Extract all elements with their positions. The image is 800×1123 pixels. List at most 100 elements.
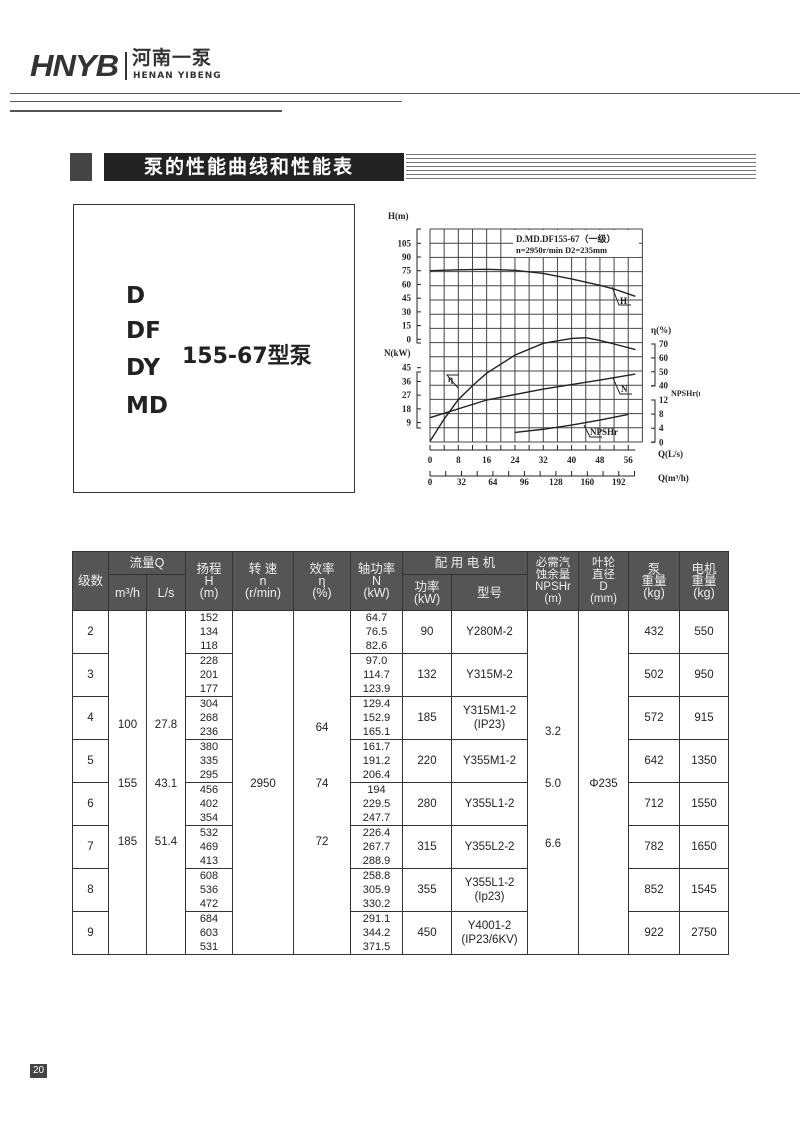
motor-weight-cell: 1550 bbox=[679, 782, 729, 826]
eta-tick-label: 60 bbox=[659, 353, 669, 363]
q-m3h-label: 192 bbox=[612, 477, 626, 487]
header-impeller: 叶轮 直径 D (mm) bbox=[578, 551, 629, 611]
head-cell: 380 335 295 bbox=[185, 739, 233, 783]
shaft-power-cell: 97.0 114.7 123.9 bbox=[350, 653, 403, 697]
n-curve-label-leader bbox=[612, 377, 632, 395]
head-cell: 684 603 531 bbox=[185, 911, 233, 955]
pump-weight-cell: 502 bbox=[628, 653, 680, 697]
header-efficiency: 效率 η (%) bbox=[293, 551, 351, 611]
npshr-curve bbox=[514, 413, 629, 434]
head-cell: 608 536 472 bbox=[185, 868, 233, 912]
header-rule-3 bbox=[10, 110, 282, 112]
h-tick-label: 15 bbox=[402, 321, 412, 331]
motor-kw-cell: 450 bbox=[402, 911, 452, 955]
speed-cell: 2950 bbox=[232, 610, 294, 955]
pump-weight-cell: 922 bbox=[628, 911, 680, 955]
efficiency-curve bbox=[429, 337, 636, 442]
head-cell: 456 402 354 bbox=[185, 782, 233, 826]
model-type: DY bbox=[126, 355, 161, 381]
model-type: MD bbox=[126, 393, 168, 419]
header-motor: 配 用 电 机 bbox=[402, 551, 528, 575]
n-tick-label: 9 bbox=[407, 418, 412, 428]
npshr-tick-label: 8 bbox=[659, 409, 664, 419]
motor-model-cell: Y355L1-2 bbox=[451, 782, 528, 826]
header-npshr: 必需汽 蚀余量 NPSHr (m) bbox=[527, 551, 579, 611]
impeller-cell-value: Φ235 bbox=[589, 778, 618, 790]
flow-ls-cell: 27.8 43.1 51.4 bbox=[146, 610, 186, 955]
q-ls-label: 32 bbox=[539, 455, 549, 465]
logo-pinyin: HENAN YIBENG bbox=[133, 71, 222, 81]
q-ls-label: 8 bbox=[456, 455, 461, 465]
section-decoration-lines bbox=[406, 154, 756, 180]
motor-kw-cell: 185 bbox=[402, 696, 452, 740]
n-curve-label: N bbox=[621, 384, 628, 394]
header-flow-ls: L/s bbox=[146, 574, 186, 611]
shaft-power-cell: 194 229.5 247.7 bbox=[350, 782, 403, 826]
pump-weight-cell: 642 bbox=[628, 739, 680, 783]
motor-weight-cell: 2750 bbox=[679, 911, 729, 955]
section-title: 泵的性能曲线和性能表 bbox=[104, 153, 404, 181]
q-m3h-label: 32 bbox=[457, 477, 467, 487]
q-ls-label: 24 bbox=[510, 455, 520, 465]
table-row: 6 456 402 354 194 229.5 247.7 280 Y355L1-2 71… bbox=[72, 782, 729, 826]
header-speed: 转 速 n (r/min) bbox=[232, 551, 294, 611]
q-m3h-label: 128 bbox=[549, 477, 563, 487]
stage-cell: 2 bbox=[72, 610, 109, 654]
shaft-power-cell: 161.7 191.2 206.4 bbox=[350, 739, 403, 783]
flow-m3h-cell-value: 100 bbox=[117, 719, 138, 731]
efficiency-cell-value: 64 bbox=[315, 722, 329, 734]
flow-ls-cell-value: 43.1 bbox=[154, 778, 178, 790]
logo-divider bbox=[125, 52, 127, 80]
flow-ls-cell-value: 27.8 bbox=[154, 719, 178, 731]
motor-kw-cell: 90 bbox=[402, 610, 452, 654]
chart-curves: H Nη NPSHr bbox=[429, 268, 636, 442]
h-curve bbox=[429, 268, 636, 297]
chart-subtitle: n=2950r/min D2=235mm bbox=[516, 245, 607, 255]
eta-tick-label: 70 bbox=[659, 339, 669, 349]
table-row: 4 304 268 236 129.4 152.9 165.1 185 Y315M1-2… bbox=[72, 696, 729, 740]
table-row: 9 684 603 531 291.1 344.2 371.5 450 Y4001-2 … bbox=[72, 911, 729, 955]
table-row: 8 608 536 472 258.8 305.9 330.2 355 Y355L1-2… bbox=[72, 868, 729, 912]
n-tick-label: 27 bbox=[402, 390, 412, 400]
header-flow: 流量Q bbox=[108, 551, 186, 575]
h-tick-label: 90 bbox=[402, 252, 412, 262]
motor-kw-cell: 315 bbox=[402, 825, 452, 869]
motor-weight-cell: 550 bbox=[679, 610, 729, 654]
h-curve-label-leader bbox=[611, 286, 631, 306]
stage-cell: 4 bbox=[72, 696, 109, 740]
n-tick-label: 36 bbox=[402, 376, 412, 386]
q-m3h-label: 64 bbox=[488, 477, 498, 487]
model-name: 155-67型泵 bbox=[182, 344, 312, 369]
pump-weight-cell: 782 bbox=[628, 825, 680, 869]
stage-cell: 5 bbox=[72, 739, 109, 783]
motor-model-cell: Y355L1-2 (Ip23) bbox=[451, 868, 528, 912]
flow-m3h-cell-value: 155 bbox=[117, 778, 138, 790]
table-row: 2 100 155 185 27.8 43.1 51.4 152 134 118 2950 64 7… bbox=[72, 610, 729, 955]
stage-cell: 7 bbox=[72, 825, 109, 869]
npshr-cell-value: 3.2 bbox=[545, 726, 561, 738]
motor-kw-cell: 132 bbox=[402, 653, 452, 697]
q-ls-label: 0 bbox=[428, 455, 433, 465]
table-row: 7 532 469 413 226.4 267.7 288.9 315 Y355L2-2… bbox=[72, 825, 729, 869]
power-curve bbox=[429, 373, 636, 419]
performance-table: 级数 流量Q 扬程 H (m) 转 速 n (r/min) 效率 η (%) 轴… bbox=[72, 551, 729, 955]
chart-title: D.MD.DF155-67（一级） bbox=[516, 233, 616, 244]
header-flow-m3h: m³/h bbox=[108, 574, 147, 611]
pump-weight-cell: 852 bbox=[628, 868, 680, 912]
header-stage: 级数 bbox=[72, 551, 109, 611]
header-motor-model: 型号 bbox=[451, 574, 528, 611]
header-pump-weight: 泵 重量 (kg) bbox=[628, 551, 680, 611]
head-cell: 152 134 118 bbox=[185, 610, 233, 654]
npshr-axis-label: NPSHr(m) bbox=[671, 389, 700, 398]
motor-weight-cell: 1650 bbox=[679, 825, 729, 869]
q-m3h-label: 160 bbox=[581, 477, 595, 487]
npshr-cell-value: 5.0 bbox=[545, 778, 561, 790]
pump-weight-cell: 572 bbox=[628, 696, 680, 740]
eta-axis bbox=[651, 343, 656, 387]
header-head: 扬程 H (m) bbox=[185, 551, 233, 611]
npshr-tick-label: 12 bbox=[659, 395, 669, 405]
logo-chinese: 河南一泵 bbox=[132, 47, 213, 69]
q-m3h-axis-label: Q(m³/h) bbox=[658, 473, 689, 483]
h-tick-label: 30 bbox=[402, 307, 412, 317]
